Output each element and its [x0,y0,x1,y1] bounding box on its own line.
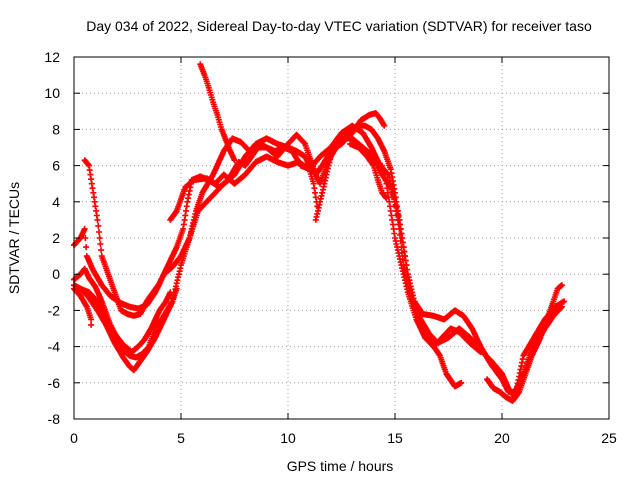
x-axis-ticks: 0 5 10 15 20 25 [70,57,617,446]
series-track-10 [347,140,390,202]
data-point-markers [379,162,484,355]
series-track-9 [484,282,565,404]
data-points [71,61,568,404]
y-tick-label: 0 [52,266,60,282]
x-tick-label: 0 [70,430,78,446]
y-tick-label: 10 [44,85,60,101]
y-tick-label: 2 [52,230,60,246]
data-point-markers [347,140,390,202]
y-tick-label: -8 [48,411,61,427]
y-tick-label: -4 [48,339,61,355]
chart-title: Day 034 of 2022, Sidereal Day-to-day VTE… [86,18,592,34]
x-tick-label: 25 [601,430,617,446]
y-tick-label: 12 [44,49,60,65]
series-track-6 [197,61,238,164]
data-point-markers [77,285,180,374]
y-axis-ticks: -8 -6 -4 -2 0 2 4 6 8 10 12 [44,49,609,427]
y-tick-label: -2 [48,302,61,318]
y-tick-label: -6 [48,375,61,391]
data-point-markers [484,282,565,404]
x-tick-label: 15 [387,430,403,446]
data-point-markers [71,135,568,401]
x-tick-label: 20 [494,430,510,446]
y-tick-label: 8 [52,121,60,137]
series-track-8 [379,162,484,355]
x-axis-label: GPS time / hours [287,458,394,474]
series-track-2 [71,135,568,401]
y-tick-label: 4 [52,194,60,210]
y-axis-label: SDTVAR / TECUs [6,182,22,294]
data-point-markers [197,61,238,164]
series-track-7 [77,285,180,374]
x-tick-label: 10 [280,430,296,446]
y-tick-label: 6 [52,158,60,174]
x-tick-label: 5 [177,430,185,446]
